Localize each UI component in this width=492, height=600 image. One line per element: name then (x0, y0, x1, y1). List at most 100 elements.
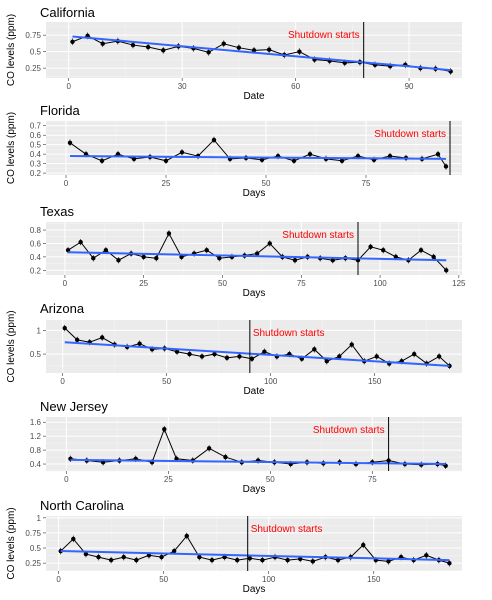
data-point (121, 554, 126, 560)
data-point (159, 554, 164, 560)
y-tick-label: 0.5 (30, 48, 42, 57)
panel-florida: 0 25 50 75 0.20.30.40.50.60.7 Shutdown starts… (6, 103, 462, 199)
panel-new-jersey: 0 25 50 75 0.4 0.8 1.2 1.6 Shutdown starts New Je… (30, 399, 462, 495)
y-tick-label: 0.25 (25, 559, 41, 568)
x-tick-label: 50 (262, 179, 271, 188)
data-point (386, 559, 391, 564)
y-tick-label: 0.4 (30, 150, 42, 159)
data-point (116, 258, 121, 263)
panel-title: Florida (40, 103, 81, 118)
data-point (349, 342, 354, 347)
data-point (224, 355, 230, 361)
data-point (100, 41, 105, 46)
data-point (251, 48, 257, 53)
data-point (99, 158, 105, 163)
data-point (204, 247, 209, 253)
x-tick-label: 50 (162, 377, 171, 386)
data-point (292, 258, 298, 263)
y-axis-title: CO levels (ppm) (6, 14, 17, 86)
y-tick-label: 0.8 (30, 446, 42, 455)
shutdown-annotation: Shutdown starts (253, 328, 325, 339)
data-point (161, 48, 166, 53)
y-axis-title: CO levels (ppm) (6, 507, 17, 579)
panel-title: California (40, 5, 96, 20)
data-point (411, 351, 417, 357)
data-point (108, 557, 114, 563)
x-tick-label: 60 (291, 82, 300, 91)
x-axis-title: Days (243, 188, 266, 199)
data-point (163, 158, 169, 163)
y-tick-label: 1 (37, 326, 42, 335)
y-tick-label: 1.2 (30, 432, 42, 441)
y-tick-label: 0.3 (30, 160, 42, 169)
data-point (179, 150, 185, 155)
data-point (211, 137, 217, 143)
data-point (67, 140, 73, 145)
data-point (447, 560, 452, 566)
data-point (418, 247, 424, 253)
panel-title: North Carolina (40, 498, 125, 513)
data-point (217, 256, 222, 261)
data-point (310, 559, 316, 564)
x-tick-label: 50 (266, 475, 275, 484)
data-point (424, 553, 429, 558)
data-point (355, 153, 361, 159)
data-point (221, 41, 226, 46)
y-axis-title: CO levels (ppm) (6, 112, 17, 184)
data-point (330, 258, 335, 263)
trend-line (70, 458, 446, 466)
x-tick-label: 0 (60, 377, 65, 386)
data-point (131, 156, 137, 162)
data-point (187, 351, 192, 357)
data-point (212, 351, 217, 357)
data-point (297, 49, 302, 54)
x-tick-label: 30 (178, 82, 187, 91)
data-point (444, 268, 449, 273)
data-point (337, 354, 342, 359)
trend-line (60, 550, 450, 562)
shutdown-annotation: Shutdown starts (251, 524, 323, 535)
data-point (254, 251, 260, 256)
data-point (249, 356, 255, 362)
data-point (260, 557, 265, 563)
data-point (174, 349, 180, 354)
data-point (62, 325, 67, 331)
y-tick-label: 0.75 (25, 529, 41, 538)
data-point (162, 426, 167, 432)
y-tick-label: 0.4 (30, 460, 42, 469)
series-line (72, 35, 451, 72)
trend-line (68, 251, 447, 262)
data-point (209, 557, 215, 563)
panel-california: 0 30 60 90 0.25 0.5 0.75 Shutdown starts Califor… (6, 5, 462, 102)
data-point (443, 164, 449, 169)
y-tick-label: 0.2 (30, 169, 42, 178)
data-point (199, 354, 205, 359)
data-point (206, 446, 212, 451)
data-point (141, 254, 146, 260)
x-tick-label: 100 (373, 279, 387, 288)
data-point (387, 153, 393, 159)
x-tick-label: 25 (164, 475, 173, 484)
panel-texas: 0 25 50 75 100 125 0.2 0.4 0.6 0.8 Shutdown starts… (30, 204, 466, 299)
x-tick-label: 150 (367, 575, 381, 584)
data-point (431, 254, 436, 260)
data-point (137, 341, 142, 346)
x-axis-title: Days (243, 288, 266, 299)
data-point (234, 557, 240, 563)
y-axis-title: CO levels (ppm) (6, 310, 17, 382)
data-point (166, 231, 172, 236)
plot-background (46, 222, 462, 275)
data-point (223, 454, 228, 460)
y-tick-label: 0.4 (30, 253, 42, 262)
data-point (262, 349, 267, 354)
data-point (134, 557, 139, 563)
data-point (154, 256, 159, 261)
data-point (324, 358, 329, 364)
data-point (130, 42, 136, 48)
data-point (247, 556, 252, 561)
data-point (285, 557, 290, 563)
data-point (171, 548, 177, 554)
data-point (75, 337, 80, 343)
x-axis-title: Date (243, 91, 265, 102)
